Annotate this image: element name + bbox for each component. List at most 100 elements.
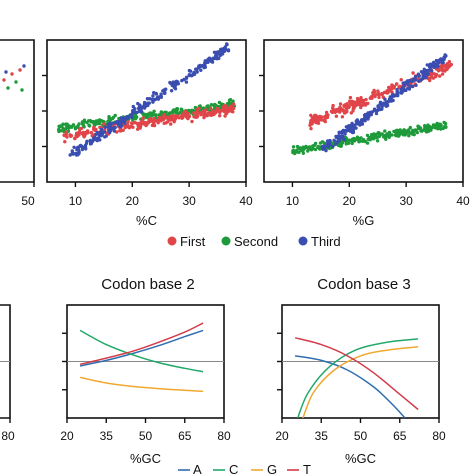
point-third bbox=[130, 114, 134, 119]
point-second bbox=[441, 126, 445, 131]
point-second bbox=[429, 128, 433, 132]
point-third bbox=[360, 119, 364, 123]
point-third bbox=[74, 153, 79, 157]
point-third bbox=[335, 140, 339, 144]
point-first bbox=[181, 112, 185, 117]
point-first bbox=[80, 131, 84, 136]
point-first bbox=[350, 99, 354, 104]
point-first bbox=[340, 115, 345, 119]
point-third bbox=[432, 65, 436, 70]
point-third bbox=[350, 121, 354, 126]
axis-ticks: 50 10 20 30 40 10 20 30 40 80 20 35 50 65 80 20 35 50 65 80 bbox=[1, 74, 470, 443]
point-third bbox=[431, 60, 436, 65]
point-first bbox=[195, 114, 200, 119]
x-tick-label: 40 bbox=[239, 194, 253, 208]
point-first bbox=[399, 78, 403, 82]
point-second bbox=[291, 145, 296, 149]
point-second bbox=[377, 131, 381, 135]
point-first bbox=[323, 119, 327, 124]
point-second bbox=[309, 148, 314, 152]
point-first bbox=[133, 120, 137, 125]
point-second bbox=[423, 124, 427, 128]
series-c-line bbox=[79, 329, 204, 373]
point-first bbox=[172, 114, 176, 118]
point-first bbox=[77, 133, 81, 137]
point-third bbox=[211, 56, 215, 60]
legend-t-label: T bbox=[303, 462, 311, 474]
point-third bbox=[209, 59, 214, 64]
point-first bbox=[356, 99, 360, 104]
point-third bbox=[414, 83, 418, 88]
point-third bbox=[337, 131, 341, 135]
point-first bbox=[85, 130, 89, 134]
x-tick-label: 80 bbox=[217, 429, 231, 443]
point-third bbox=[144, 104, 148, 108]
point-first bbox=[211, 109, 216, 113]
point-first bbox=[352, 102, 356, 107]
point-first bbox=[77, 130, 82, 134]
point-third bbox=[374, 111, 379, 116]
point-first bbox=[331, 103, 335, 108]
point-third bbox=[355, 118, 359, 122]
point-second bbox=[362, 138, 366, 142]
point-third bbox=[198, 65, 203, 69]
point-third bbox=[395, 88, 399, 92]
point-second bbox=[87, 123, 91, 127]
point-first bbox=[377, 95, 381, 100]
point-first bbox=[341, 108, 345, 112]
point-first bbox=[144, 123, 148, 128]
point-third bbox=[111, 121, 115, 126]
point-third bbox=[206, 57, 210, 62]
point-third bbox=[428, 62, 432, 67]
point-first bbox=[79, 126, 84, 131]
x-tick-label: 50 bbox=[21, 194, 35, 208]
point-first bbox=[354, 103, 359, 107]
point-third bbox=[357, 120, 362, 125]
point-second bbox=[133, 113, 138, 118]
codon-base-2-lines bbox=[67, 322, 224, 393]
legend-codon-position: First Second Third bbox=[167, 234, 341, 249]
point-first bbox=[167, 117, 172, 121]
point-third bbox=[123, 121, 127, 125]
point-third bbox=[409, 84, 413, 88]
point-first bbox=[192, 115, 196, 119]
point-second bbox=[175, 108, 179, 112]
codon-base-2-xlabel: %GC bbox=[130, 451, 161, 466]
point-third bbox=[152, 98, 157, 102]
point-first bbox=[209, 113, 213, 117]
point-second bbox=[227, 98, 232, 103]
point-third bbox=[88, 142, 93, 146]
point-first bbox=[360, 103, 365, 108]
x-tick-label: 65 bbox=[178, 429, 192, 443]
codon-base-2-title: Codon base 2 bbox=[101, 276, 194, 293]
point-third bbox=[384, 100, 388, 104]
point-third bbox=[189, 74, 194, 78]
point-third bbox=[344, 125, 349, 129]
point-third bbox=[391, 98, 395, 103]
x-tick-label: 80 bbox=[432, 429, 446, 443]
point-first bbox=[330, 110, 335, 115]
point-first bbox=[438, 74, 442, 78]
point-first bbox=[372, 89, 376, 94]
point-first bbox=[190, 119, 194, 124]
point-first bbox=[224, 104, 229, 108]
point-third bbox=[444, 54, 448, 58]
x-tick-label: 50 bbox=[354, 429, 368, 443]
point-second bbox=[425, 130, 429, 134]
point-third bbox=[88, 138, 93, 143]
point-third bbox=[147, 101, 151, 105]
point-third bbox=[145, 97, 150, 101]
series-t-line bbox=[294, 337, 419, 411]
point-third bbox=[142, 100, 147, 105]
point-third bbox=[426, 72, 430, 77]
point-third bbox=[418, 78, 423, 83]
point-third bbox=[436, 61, 441, 65]
point-second bbox=[339, 144, 343, 148]
point-third bbox=[139, 109, 144, 114]
point-second bbox=[133, 117, 138, 121]
codon-base-3-xlabel: %GC bbox=[345, 451, 376, 466]
point-second bbox=[357, 137, 361, 142]
point-first bbox=[312, 120, 316, 124]
point-first bbox=[206, 111, 211, 115]
point-second bbox=[141, 112, 145, 117]
